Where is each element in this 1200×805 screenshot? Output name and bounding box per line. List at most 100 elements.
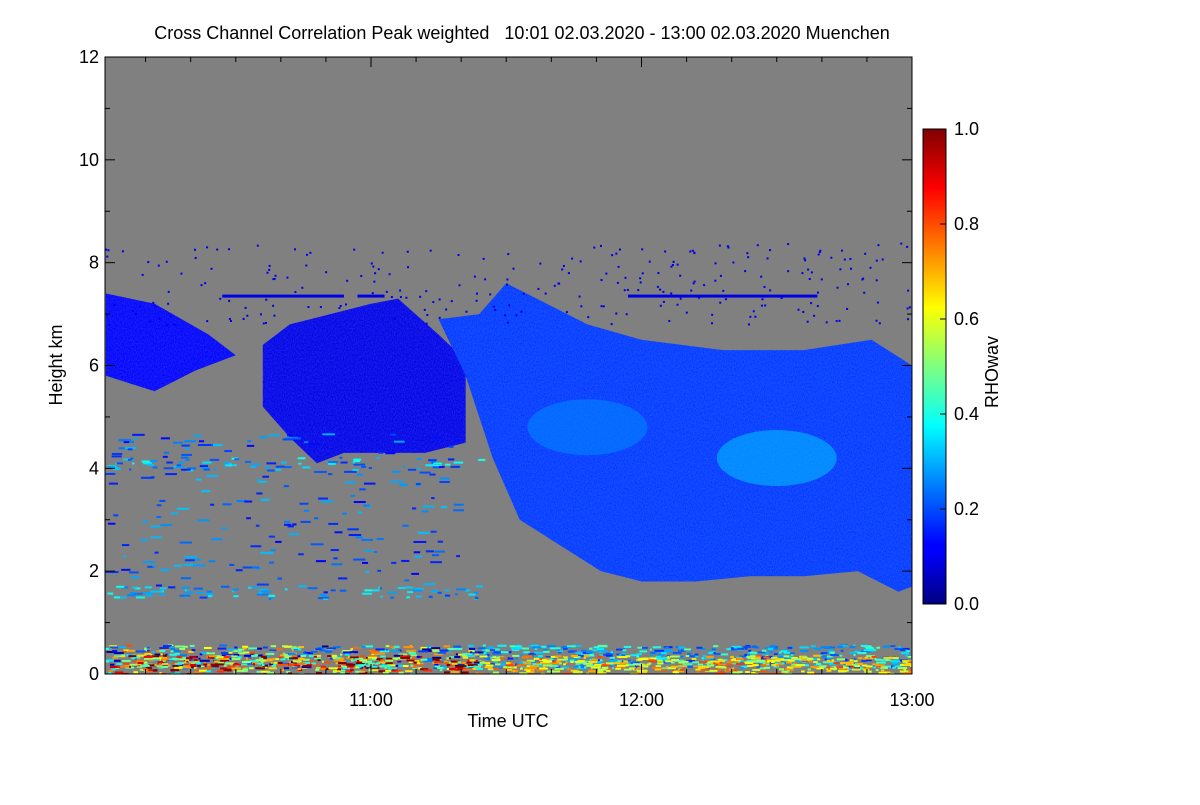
speckle-point xyxy=(372,265,375,268)
noise-streak xyxy=(338,577,348,580)
noise-streak xyxy=(275,465,285,468)
noise-streak xyxy=(152,658,160,661)
speckle-point xyxy=(381,251,384,254)
noise-streak xyxy=(243,654,253,657)
noise-streak xyxy=(128,665,132,668)
noise-streak xyxy=(808,660,813,663)
noise-streak xyxy=(783,651,791,654)
noise-streak xyxy=(536,669,545,672)
noise-streak xyxy=(718,676,721,678)
noise-streak xyxy=(457,678,459,680)
noise-streak xyxy=(417,467,421,470)
cloud-texture-main-layer xyxy=(438,283,912,592)
noise-streak xyxy=(705,656,714,659)
noise-streak xyxy=(590,667,593,670)
noise-streak xyxy=(675,646,679,649)
noise-streak xyxy=(385,648,389,651)
speckle-point xyxy=(819,249,822,252)
noise-streak xyxy=(898,645,902,648)
noise-streak xyxy=(174,652,180,655)
noise-streak xyxy=(639,650,647,653)
noise-streak xyxy=(340,671,350,674)
noise-streak xyxy=(826,668,829,671)
noise-streak xyxy=(352,469,359,472)
speckle-point xyxy=(206,320,209,323)
noise-streak xyxy=(251,654,258,657)
noise-streak xyxy=(143,561,155,564)
noise-streak xyxy=(367,506,371,509)
noise-streak xyxy=(752,656,761,659)
noise-streak xyxy=(243,647,247,650)
noise-streak xyxy=(160,653,163,656)
speckle-point xyxy=(719,301,722,304)
noise-streak xyxy=(592,649,598,652)
noise-streak xyxy=(777,677,780,679)
noise-streak xyxy=(515,657,519,660)
cloud-texture-early-layer xyxy=(105,293,236,392)
noise-streak xyxy=(467,659,476,662)
noise-streak xyxy=(431,648,440,651)
colorbar: 0.00.20.40.60.81.0 xyxy=(922,119,979,614)
noise-streak xyxy=(494,666,504,669)
noise-streak xyxy=(218,657,228,660)
noise-streak xyxy=(829,667,838,670)
speckle-point xyxy=(881,258,884,261)
noise-streak xyxy=(722,659,728,662)
noise-streak xyxy=(163,451,170,454)
noise-streak xyxy=(532,677,538,679)
speckle-point xyxy=(906,245,909,248)
noise-streak xyxy=(353,460,360,463)
noise-streak xyxy=(851,658,857,661)
noise-streak xyxy=(570,654,578,657)
noise-streak xyxy=(176,464,182,467)
noise-streak xyxy=(268,594,276,597)
noise-streak xyxy=(457,665,467,668)
y-tick-label: 8 xyxy=(89,253,99,273)
speckle-point xyxy=(711,313,714,316)
noise-streak xyxy=(409,656,412,659)
noise-streak xyxy=(652,666,662,669)
noise-streak xyxy=(203,667,212,670)
noise-streak xyxy=(345,670,353,673)
noise-streak xyxy=(712,665,718,668)
noise-streak xyxy=(608,667,613,670)
noise-streak xyxy=(634,665,644,668)
speckle-point xyxy=(615,312,618,315)
noise-streak xyxy=(180,456,189,459)
noise-streak xyxy=(328,473,333,476)
noise-streak xyxy=(148,659,152,662)
noise-streak xyxy=(705,661,712,664)
noise-streak xyxy=(511,666,517,669)
noise-streak xyxy=(464,589,471,592)
noise-streak xyxy=(412,666,417,669)
noise-streak xyxy=(439,649,449,652)
noise-streak xyxy=(198,440,205,443)
noise-streak xyxy=(526,659,535,662)
noise-streak xyxy=(364,549,373,552)
noise-streak xyxy=(456,662,464,665)
speckle-point xyxy=(615,252,618,255)
noise-streak xyxy=(770,675,780,677)
noise-streak xyxy=(273,661,278,664)
noise-streak xyxy=(767,659,775,662)
noise-streak xyxy=(125,644,132,647)
noise-streak xyxy=(593,646,600,649)
noise-streak xyxy=(897,667,908,670)
noise-streak xyxy=(820,674,824,676)
noise-streak xyxy=(642,665,648,668)
noise-streak xyxy=(415,482,421,485)
noise-streak xyxy=(478,458,486,461)
speckle-point xyxy=(846,307,849,310)
noise-streak xyxy=(638,657,649,660)
noise-streak xyxy=(442,667,449,670)
noise-streak xyxy=(683,660,689,663)
noise-streak xyxy=(910,659,912,662)
noise-streak xyxy=(496,663,506,666)
noise-streak xyxy=(152,565,157,568)
speckle-point xyxy=(610,323,613,326)
noise-streak xyxy=(856,663,864,666)
noise-streak xyxy=(636,671,642,674)
noise-streak xyxy=(350,659,354,662)
speckle-point xyxy=(425,322,428,325)
noise-streak xyxy=(128,655,137,658)
